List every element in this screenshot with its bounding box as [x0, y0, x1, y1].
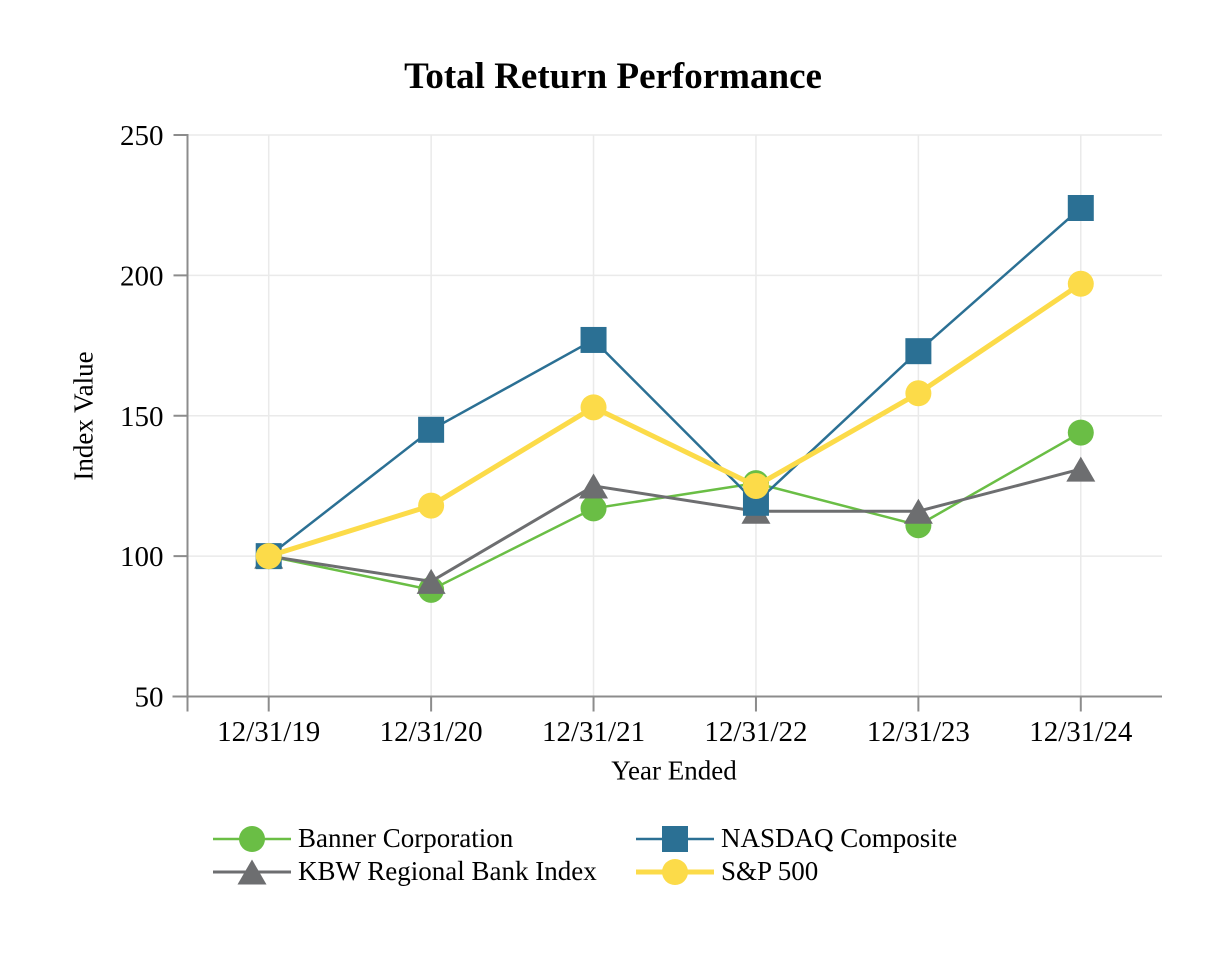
x-tick-label: 12/31/24 [1029, 716, 1133, 748]
legend-marker-shape-s-p-500 [662, 858, 688, 885]
x-tick-label: 12/31/21 [542, 716, 645, 748]
kbw-regional-bank-index-legend-marker-icon [213, 855, 291, 889]
kbw-regional-bank-index-legend-sample [213, 859, 291, 884]
marker-s-p-500-4 [905, 380, 932, 407]
marker-s-p-500-0 [255, 543, 282, 570]
legend-label: KBW Regional Bank Index [298, 856, 597, 886]
series-s-p-500 [255, 270, 1094, 570]
y-tick-label: 100 [120, 541, 164, 573]
marker-s-p-500-1 [418, 492, 445, 519]
marker-banner-corporation-5 [1067, 419, 1094, 446]
marker-s-p-500-5 [1067, 270, 1094, 297]
x-tick-label: 12/31/23 [867, 716, 970, 748]
legend: Banner Corporation NASDAQ Composite KBW … [213, 822, 957, 888]
nasdaq-composite-legend-sample [636, 825, 714, 852]
legend-label: Banner Corporation [298, 823, 514, 853]
banner-corporation-legend-marker-icon [213, 822, 291, 856]
banner-corporation-legend-sample [213, 825, 291, 852]
series-line-s-p-500 [267, 281, 1083, 559]
series-line-banner-corporation [268, 431, 1082, 592]
marker-nasdaq-composite-1 [418, 416, 445, 443]
marker-nasdaq-composite-5 [1067, 194, 1094, 221]
y-tick-label: 50 [135, 682, 164, 714]
legend-item-nasdaq-composite: NASDAQ Composite [636, 822, 957, 856]
marker-kbw-regional-bank-index-5 [1066, 456, 1096, 482]
series-line-nasdaq-composite [267, 207, 1082, 558]
nasdaq-composite-legend-marker-icon [636, 822, 714, 856]
y-tick-label: 200 [120, 260, 164, 292]
y-tick-label: 250 [120, 120, 164, 152]
x-axis-title: Year Ended [611, 755, 737, 786]
x-tick-label: 12/31/22 [704, 716, 807, 748]
legend-item-kbw-regional-bank-index: KBW Regional Bank Index [213, 855, 636, 889]
marker-kbw-regional-bank-index-1 [416, 568, 446, 594]
marker-kbw-regional-bank-index-2 [579, 473, 609, 499]
series-kbw-regional-bank-index [254, 456, 1096, 594]
legend-marker-shape-kbw-regional-bank-index [237, 859, 267, 884]
series-nasdaq-composite [255, 194, 1094, 570]
legend-label: S&P 500 [721, 856, 819, 886]
legend-label: NASDAQ Composite [721, 823, 958, 853]
marker-nasdaq-composite-4 [905, 338, 932, 365]
marker-s-p-500-3 [742, 472, 769, 499]
series-line-kbw-regional-bank-index [268, 467, 1082, 583]
s-p-500-legend-sample [636, 858, 714, 885]
legend-marker-shape-nasdaq-composite [662, 825, 688, 852]
marker-banner-corporation-2 [580, 495, 607, 522]
marker-nasdaq-composite-2 [580, 326, 607, 353]
y-tick-label: 150 [120, 401, 164, 433]
chart-title: Total Return Performance [404, 56, 822, 97]
marker-kbw-regional-bank-index-4 [903, 498, 933, 524]
x-tick-label: 12/31/20 [380, 716, 483, 748]
x-tick-label: 12/31/19 [217, 716, 320, 748]
y-axis-title: Index Value [68, 351, 99, 481]
plot-area: 50 100 150 200 250 12/31/19 12/31/20 12/31/21 12… [120, 120, 1162, 748]
marker-s-p-500-2 [580, 394, 607, 421]
legend-marker-shape-banner-corporation [239, 825, 265, 852]
legend-item-banner-corporation: Banner Corporation [213, 822, 636, 856]
legend-item-sp-500: S&P 500 [636, 855, 957, 889]
sp-500-legend-marker-icon [636, 855, 714, 889]
